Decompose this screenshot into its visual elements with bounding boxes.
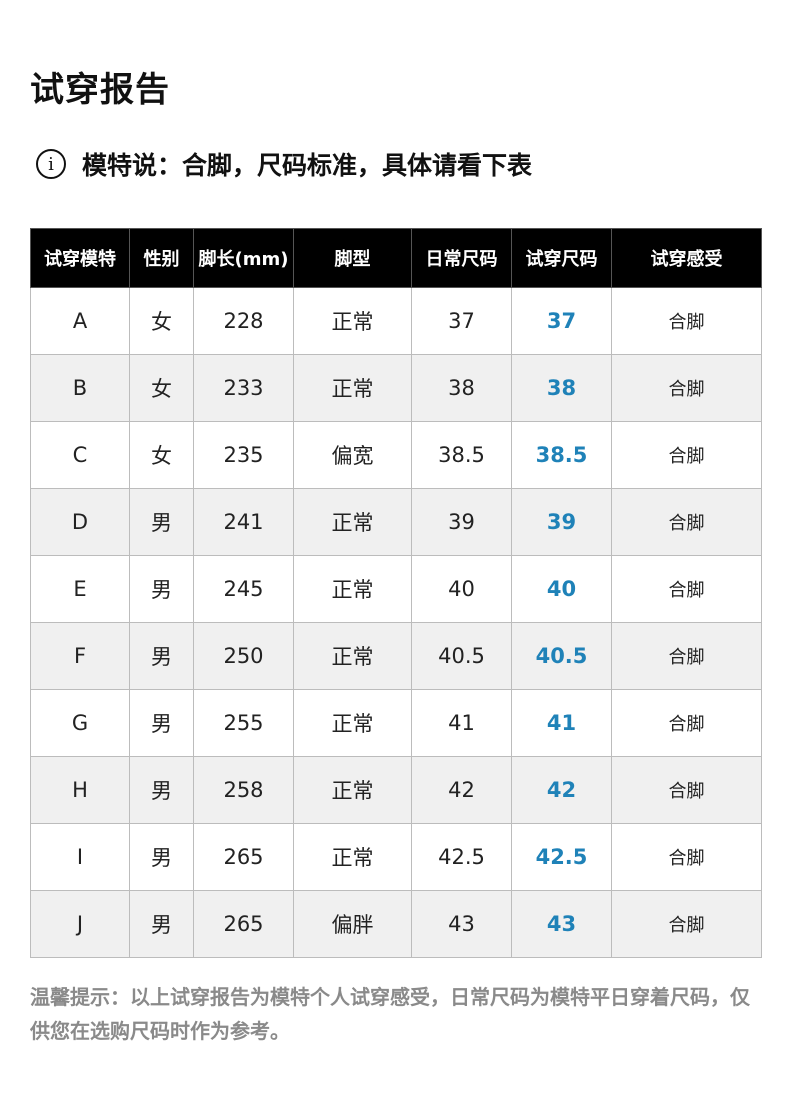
cell-foot-type: 正常 — [293, 354, 412, 422]
cell-gender: 男 — [129, 488, 194, 556]
cell-trial-size: 40 — [511, 555, 612, 623]
cell-daily-size: 37 — [411, 287, 512, 355]
cell-gender: 男 — [129, 823, 194, 891]
footer-tip: 温馨提示：以上试穿报告为模特个人试穿感受，日常尺码为模特平日穿着尺码，仅供您在选… — [30, 985, 750, 1043]
cell-model: C — [30, 421, 130, 489]
cell-trial-size: 40.5 — [511, 622, 612, 690]
cell-foot-length: 233 — [193, 354, 294, 422]
table-row: F 男 250 正常 40.5 40.5 合脚 — [30, 622, 762, 690]
header-foot-length: 脚长(mm) — [193, 228, 294, 288]
cell-daily-size: 38 — [411, 354, 512, 422]
cell-foot-length: 250 — [193, 622, 294, 690]
table-row: E 男 245 正常 40 40 合脚 — [30, 555, 762, 623]
info-icon: i — [36, 149, 66, 179]
header-foot-type: 脚型 — [293, 228, 412, 288]
cell-trial-size: 43 — [511, 890, 612, 958]
cell-fit-feeling: 合脚 — [611, 890, 762, 958]
cell-fit-feeling: 合脚 — [611, 622, 762, 690]
header-fit-feeling: 试穿感受 — [611, 228, 762, 288]
cell-gender: 女 — [129, 287, 194, 355]
cell-foot-length: 255 — [193, 689, 294, 757]
cell-daily-size: 40.5 — [411, 622, 512, 690]
table-row: H 男 258 正常 42 42 合脚 — [30, 756, 762, 824]
cell-foot-type: 正常 — [293, 555, 412, 623]
table-row: B 女 233 正常 38 38 合脚 — [30, 354, 762, 422]
cell-daily-size: 40 — [411, 555, 512, 623]
cell-model: H — [30, 756, 130, 824]
cell-foot-type: 正常 — [293, 488, 412, 556]
cell-gender: 男 — [129, 890, 194, 958]
header-gender: 性别 — [129, 228, 194, 288]
cell-model: F — [30, 622, 130, 690]
table-row: J 男 265 偏胖 43 43 合脚 — [30, 890, 762, 958]
cell-daily-size: 38.5 — [411, 421, 512, 489]
table-row: A 女 228 正常 37 37 合脚 — [30, 287, 762, 355]
cell-foot-length: 241 — [193, 488, 294, 556]
cell-trial-size: 42 — [511, 756, 612, 824]
cell-fit-feeling: 合脚 — [611, 488, 762, 556]
table-header-row: 试穿模特 性别 脚长(mm) 脚型 日常尺码 试穿尺码 试穿感受 — [30, 228, 762, 288]
cell-model: G — [30, 689, 130, 757]
cell-daily-size: 43 — [411, 890, 512, 958]
cell-foot-length: 265 — [193, 823, 294, 891]
cell-gender: 女 — [129, 421, 194, 489]
header-model: 试穿模特 — [30, 228, 130, 288]
cell-model: B — [30, 354, 130, 422]
cell-fit-feeling: 合脚 — [611, 689, 762, 757]
cell-foot-length: 235 — [193, 421, 294, 489]
header-daily-size: 日常尺码 — [411, 228, 512, 288]
cell-gender: 女 — [129, 354, 194, 422]
cell-foot-length: 265 — [193, 890, 294, 958]
table-row: C 女 235 偏宽 38.5 38.5 合脚 — [30, 421, 762, 489]
cell-trial-size: 39 — [511, 488, 612, 556]
model-note-text: 模特说：合脚，尺码标准，具体请看下表 — [82, 151, 533, 180]
cell-daily-size: 41 — [411, 689, 512, 757]
cell-daily-size: 39 — [411, 488, 512, 556]
cell-foot-type: 正常 — [293, 823, 412, 891]
cell-foot-length: 228 — [193, 287, 294, 355]
cell-fit-feeling: 合脚 — [611, 823, 762, 891]
cell-fit-feeling: 合脚 — [611, 555, 762, 623]
page-title: 试穿报告 — [30, 70, 170, 110]
cell-model: D — [30, 488, 130, 556]
cell-model: I — [30, 823, 130, 891]
cell-fit-feeling: 合脚 — [611, 421, 762, 489]
cell-gender: 男 — [129, 689, 194, 757]
model-note: i 模特说：合脚，尺码标准，具体请看下表 — [36, 146, 532, 182]
cell-foot-type: 正常 — [293, 287, 412, 355]
cell-trial-size: 41 — [511, 689, 612, 757]
cell-foot-type: 偏宽 — [293, 421, 412, 489]
cell-foot-length: 258 — [193, 756, 294, 824]
cell-foot-type: 正常 — [293, 622, 412, 690]
cell-gender: 男 — [129, 555, 194, 623]
cell-foot-length: 245 — [193, 555, 294, 623]
cell-foot-type: 正常 — [293, 756, 412, 824]
cell-model: J — [30, 890, 130, 958]
table-row: I 男 265 正常 42.5 42.5 合脚 — [30, 823, 762, 891]
cell-gender: 男 — [129, 622, 194, 690]
cell-daily-size: 42.5 — [411, 823, 512, 891]
table-row: G 男 255 正常 41 41 合脚 — [30, 689, 762, 757]
cell-fit-feeling: 合脚 — [611, 287, 762, 355]
header-trial-size: 试穿尺码 — [511, 228, 612, 288]
cell-foot-type: 正常 — [293, 689, 412, 757]
cell-gender: 男 — [129, 756, 194, 824]
fit-report-table: 试穿模特 性别 脚长(mm) 脚型 日常尺码 试穿尺码 试穿感受 A 女 228 正常 37 37 合脚… — [30, 228, 762, 958]
cell-model: E — [30, 555, 130, 623]
cell-trial-size: 37 — [511, 287, 612, 355]
cell-fit-feeling: 合脚 — [611, 756, 762, 824]
cell-model: A — [30, 287, 130, 355]
cell-foot-type: 偏胖 — [293, 890, 412, 958]
cell-trial-size: 38 — [511, 354, 612, 422]
cell-trial-size: 38.5 — [511, 421, 612, 489]
table-row: D 男 241 正常 39 39 合脚 — [30, 488, 762, 556]
cell-fit-feeling: 合脚 — [611, 354, 762, 422]
cell-daily-size: 42 — [411, 756, 512, 824]
cell-trial-size: 42.5 — [511, 823, 612, 891]
